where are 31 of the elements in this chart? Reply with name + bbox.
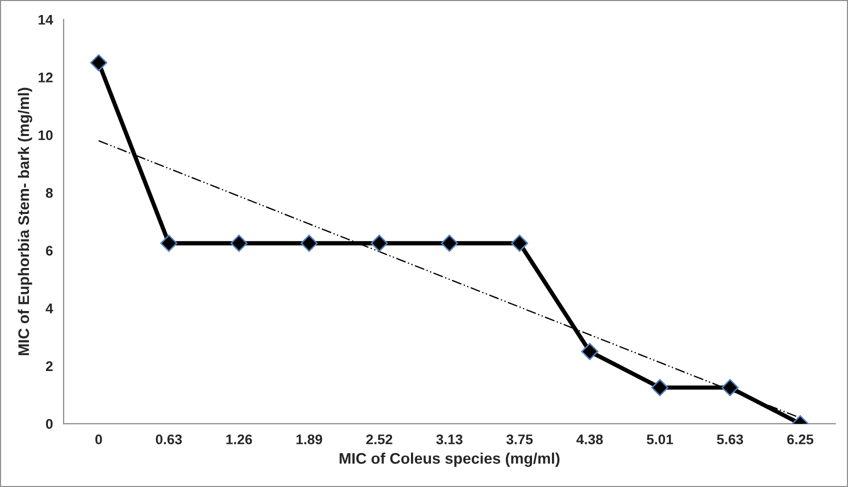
point — [581, 342, 598, 360]
x-tick-label: 2.52 — [366, 434, 392, 444]
point — [440, 234, 458, 252]
point — [651, 379, 668, 396]
y-tick-label: 8 — [46, 188, 53, 198]
point — [511, 234, 528, 252]
point — [370, 234, 388, 252]
x-tick-label: 5.01 — [646, 434, 674, 444]
y-axis-title: MIC of Euphorbia Stem- bark (mg/ml) — [18, 88, 32, 356]
x-tick-label: 3.75 — [506, 434, 533, 444]
x-tick-label: 1.89 — [296, 434, 322, 444]
x-tick-label: 3.13 — [436, 434, 462, 444]
x-axis-title: MIC of Coleus species (mg/ml) — [340, 452, 560, 467]
x-tick-label: 5.63 — [716, 434, 744, 444]
y-tick-label: 12 — [38, 72, 53, 82]
point — [90, 54, 108, 72]
y-tick-label: 2 — [46, 361, 53, 371]
point — [300, 234, 318, 252]
x-tick-label: 1.26 — [226, 434, 252, 444]
y-tick-label: 14 — [38, 14, 54, 25]
x-tick-label: 0.63 — [156, 434, 182, 444]
x-tick-label: 4.38 — [576, 434, 603, 444]
y-tick-label: 6 — [46, 246, 53, 256]
y-tick-label: 10 — [38, 130, 53, 140]
point — [160, 234, 178, 252]
x-tick-label: 6.25 — [787, 434, 814, 444]
y-tick-label: 4 — [46, 304, 54, 314]
y-tick-label: 0 — [46, 419, 53, 429]
point — [722, 379, 739, 396]
x-tick-label: 0 — [95, 434, 102, 444]
point — [230, 234, 248, 252]
